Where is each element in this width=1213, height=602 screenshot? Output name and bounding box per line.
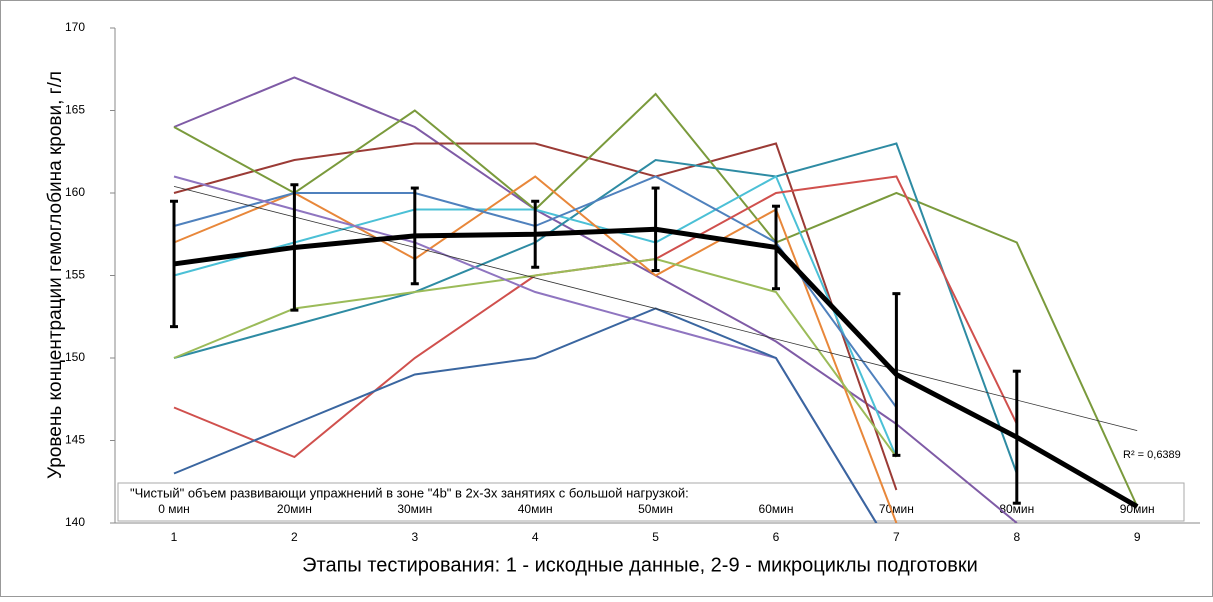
x-tick-label: 2 [291, 530, 298, 544]
annotation-label: 60мин [759, 502, 794, 516]
annotation-text: "Чистый" объем развивающи упражнений в з… [130, 485, 689, 500]
series-line [173, 142, 898, 491]
x-tick-label: 9 [1134, 530, 1141, 544]
annotation-label: 30мин [397, 502, 432, 516]
annotation-label: 90мин [1120, 502, 1155, 516]
x-tick-label: 7 [893, 530, 900, 544]
y-tick-label: 160 [65, 185, 85, 199]
y-tick-label: 155 [65, 268, 85, 282]
annotation-label: 20мин [277, 502, 312, 516]
y-tick-label: 165 [65, 103, 85, 117]
annotation-label: 70мин [879, 502, 914, 516]
y-tick-label: 145 [65, 433, 85, 447]
series-line [173, 307, 878, 523]
annotation-label: 40мин [518, 502, 553, 516]
trendline-label: R² = 0,6389 [1123, 449, 1181, 461]
x-tick-label: 4 [532, 530, 539, 544]
x-tick-label: 8 [1013, 530, 1020, 544]
series-line [173, 92, 1139, 507]
y-tick-label: 150 [65, 350, 85, 364]
x-axis-title: Этапы тестирования: 1 - искодные данные,… [302, 554, 978, 576]
trendline [173, 186, 1138, 431]
annotation-label: 0 мин [158, 502, 190, 516]
x-tick-label: 1 [171, 530, 178, 544]
annotation-label: 50мин [638, 502, 673, 516]
y-tick-label: 170 [65, 20, 85, 34]
x-tick-label: 3 [411, 530, 418, 544]
x-tick-label: 6 [773, 530, 780, 544]
y-axis-title: Уровень концентрации гемоглобина крови, … [45, 71, 66, 479]
x-tick-label: 5 [652, 530, 659, 544]
annotation-label: 80мин [999, 502, 1034, 516]
y-tick-label: 140 [65, 515, 85, 529]
